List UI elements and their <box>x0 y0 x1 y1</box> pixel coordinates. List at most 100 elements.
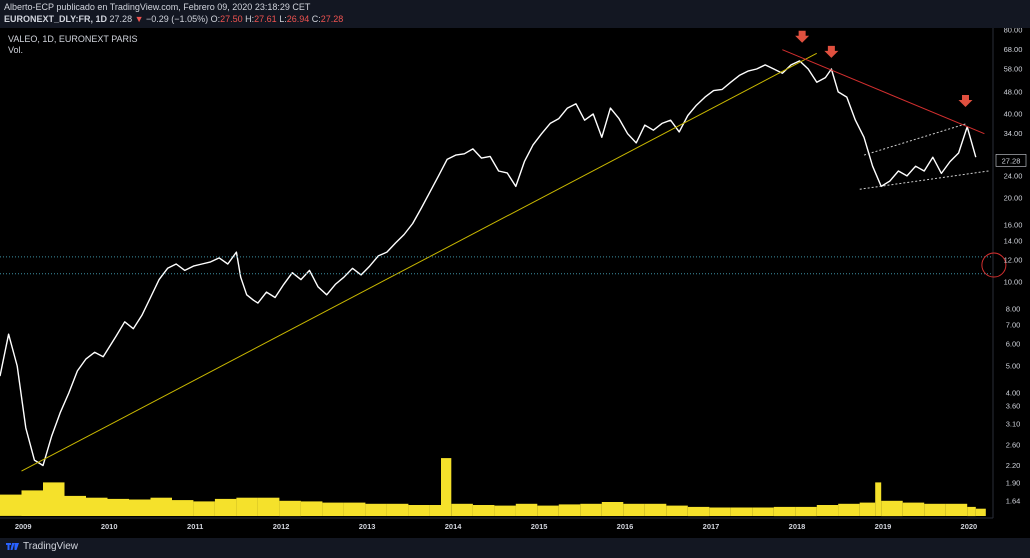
chart-legend: VALEO, 1D, EURONEXT PARIS Vol. <box>8 34 138 56</box>
volume-bar <box>86 497 108 516</box>
volume-bar <box>129 499 151 516</box>
volume-bar <box>150 497 172 516</box>
y-tick-label: 68.00 <box>1004 45 1023 54</box>
volume-bar <box>343 502 366 516</box>
volume-bar <box>43 482 65 516</box>
drawings <box>0 30 1007 472</box>
x-tick-label: 2018 <box>789 522 806 531</box>
volume-bar <box>107 498 129 516</box>
time-axis[interactable]: 2009 2010 2011 2012 2013 2014 2015 2016 2017 2018… <box>15 522 977 531</box>
y-tick-label: 1.90 <box>1006 479 1021 488</box>
y-tick-label: 24.00 <box>1004 171 1023 180</box>
volume-bar <box>709 507 731 516</box>
quote-line: EURONEXT_DLY:FR, 1D 27.28 ▼ −0.29 (−1.05… <box>4 14 343 24</box>
down-arrow-marker-icon <box>795 30 810 43</box>
volume-bar <box>386 503 409 516</box>
brand-name: TradingView <box>23 541 79 552</box>
channel-upper-line <box>863 122 968 156</box>
price-series <box>0 60 977 467</box>
volume-bar <box>441 458 452 516</box>
x-tick-label: 2020 <box>961 522 978 531</box>
volume-bar <box>365 503 387 516</box>
publisher-line: Alberto-ECP publicado en TradingView.com… <box>4 2 311 12</box>
x-tick-label: 2013 <box>359 522 376 531</box>
price-axis[interactable]: 80.0068.0058.0048.0040.0034.0028.0024.00… <box>1004 28 1023 506</box>
symbol-label: EURONEXT_DLY:FR, 1D <box>4 14 108 24</box>
volume-bar <box>666 505 688 516</box>
y-tick-label: 14.00 <box>1004 237 1023 246</box>
y-tick-label: 6.00 <box>1006 339 1021 348</box>
x-tick-label: 2011 <box>187 522 203 531</box>
x-tick-label: 2009 <box>15 522 32 531</box>
volume-bar <box>558 504 581 516</box>
tradingview-icon <box>6 543 19 550</box>
last-price-text: 27.28 <box>1002 156 1021 165</box>
price-change: −0.29 (−1.05%) <box>146 14 209 24</box>
tradingview-logo[interactable]: TradingView <box>6 541 78 552</box>
volume-bar <box>537 505 559 516</box>
close-label: C: <box>311 14 321 24</box>
last-price: 27.28 <box>109 14 133 24</box>
y-tick-label: 8.00 <box>1006 305 1021 314</box>
volume-bar <box>902 502 925 516</box>
y-tick-label: 2.60 <box>1006 441 1021 450</box>
volume-bar <box>193 501 215 516</box>
x-tick-label: 2019 <box>875 522 892 531</box>
channel-lower-line <box>859 170 989 190</box>
volume-bar <box>300 501 323 516</box>
volume-bar <box>0 494 22 516</box>
volume-bar <box>881 500 903 517</box>
volume-bar <box>279 500 301 517</box>
volume-bar <box>64 495 86 516</box>
y-tick-label: 4.00 <box>1006 389 1021 398</box>
y-tick-label: 48.00 <box>1004 87 1023 96</box>
x-tick-label: 2017 <box>703 522 720 531</box>
open-label: O: <box>210 14 221 24</box>
y-tick-label: 3.10 <box>1006 419 1021 428</box>
volume-bar <box>816 505 839 516</box>
footer-bar <box>0 538 1030 558</box>
y-tick-label: 10.00 <box>1004 278 1023 287</box>
volume-bar <box>859 502 876 516</box>
high-label: H: <box>245 14 255 24</box>
volume-legend-label: Vol. <box>8 45 24 55</box>
x-tick-label: 2010 <box>101 522 118 531</box>
y-tick-label: 16.00 <box>1004 221 1023 230</box>
y-tick-label: 5.00 <box>1006 362 1021 371</box>
volume-bar <box>967 506 976 517</box>
volume-bar <box>472 505 495 516</box>
down-arrow-marker-icon <box>958 94 973 107</box>
y-tick-label: 2.20 <box>1006 461 1021 470</box>
y-tick-label: 20.00 <box>1004 194 1023 203</box>
volume-bar <box>975 508 986 516</box>
volume-bar <box>257 497 280 516</box>
volume-bar <box>21 490 43 516</box>
volume-bar <box>773 506 796 517</box>
volume-bar <box>515 503 538 516</box>
volume-bar <box>838 503 860 516</box>
volume-bar <box>429 505 442 516</box>
price-line <box>0 60 977 467</box>
x-tick-label: 2016 <box>617 522 634 531</box>
legend-title: VALEO, 1D, EURONEXT PARIS <box>8 34 138 44</box>
x-tick-label: 2014 <box>445 522 463 531</box>
volume-bar <box>730 507 753 516</box>
volume-bar <box>623 503 645 516</box>
down-arrow-icon: ▼ <box>134 14 144 24</box>
volume-bar <box>945 503 968 516</box>
plot-area <box>0 28 1030 538</box>
y-tick-label: 1.64 <box>1006 497 1021 506</box>
y-tick-label: 58.00 <box>1004 65 1023 74</box>
volume-bar <box>795 506 817 517</box>
y-tick-label: 7.00 <box>1006 321 1021 330</box>
y-tick-label: 12.00 <box>1004 255 1023 264</box>
volume-bar <box>752 507 774 516</box>
volume-bar <box>171 500 194 516</box>
uptrend-line <box>21 52 817 472</box>
x-tick-label: 2015 <box>531 522 548 531</box>
volume-bar <box>580 503 602 516</box>
high-value: 27.61 <box>254 14 277 24</box>
volume-bars <box>0 458 986 517</box>
price-chart[interactable]: 80.0068.0058.0048.0040.0034.0028.0024.00… <box>0 28 1030 538</box>
y-tick-label: 80.00 <box>1004 28 1023 35</box>
